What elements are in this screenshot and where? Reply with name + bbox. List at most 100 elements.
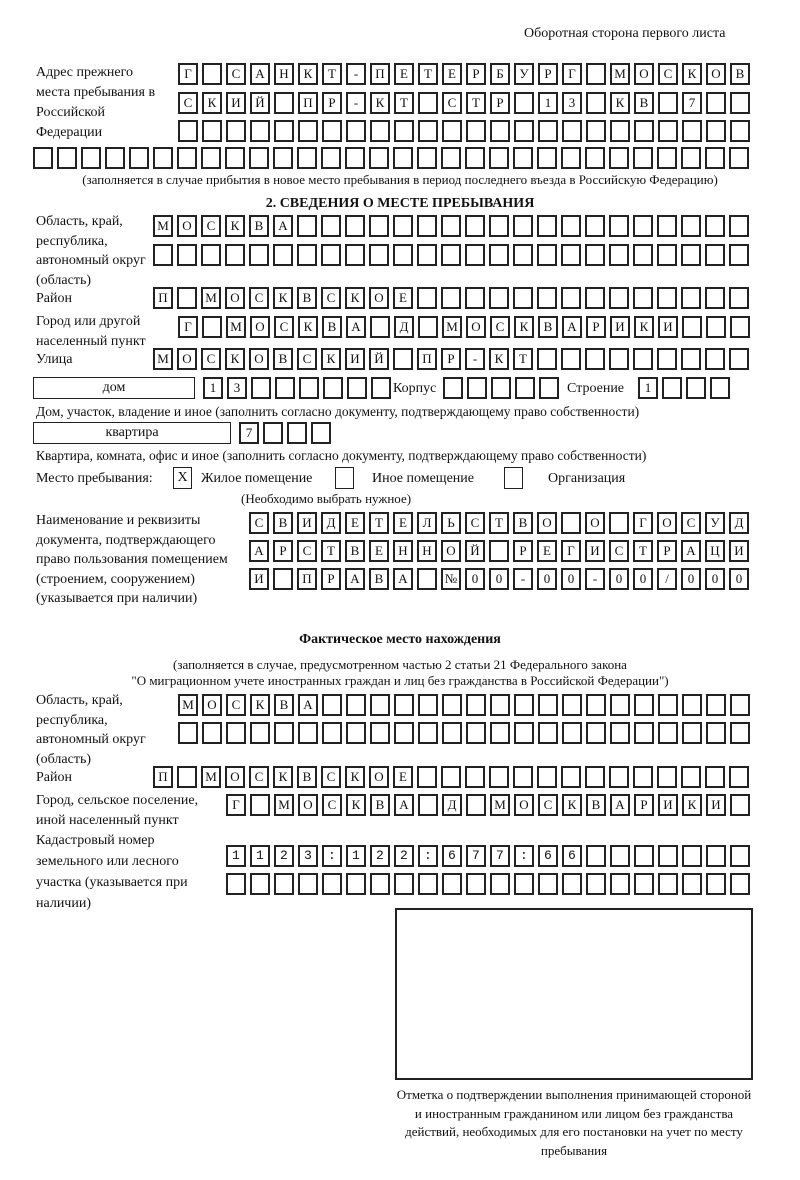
char-box[interactable] [586,92,606,114]
char-box[interactable]: - [585,568,605,590]
char-box[interactable] [537,215,557,237]
char-box[interactable]: И [249,568,269,590]
char-box[interactable] [202,120,222,142]
char-box[interactable]: А [273,215,293,237]
char-box[interactable] [681,147,701,169]
char-box[interactable]: А [298,694,318,716]
char-box[interactable] [730,722,750,744]
char-box[interactable]: А [249,540,269,562]
flat-number-row[interactable]: 7 [239,422,335,444]
char-box[interactable] [370,722,390,744]
char-box[interactable]: Т [489,512,509,534]
char-box[interactable] [273,568,293,590]
char-box[interactable]: М [442,316,462,338]
char-box[interactable] [369,147,389,169]
char-box[interactable]: Р [321,568,341,590]
char-box[interactable] [466,794,486,816]
char-box[interactable] [562,845,582,867]
char-box[interactable]: М [226,316,246,338]
char-box[interactable] [490,873,510,895]
char-box[interactable] [467,377,487,399]
char-box[interactable] [730,873,750,895]
char-box[interactable]: Т [513,348,533,370]
char-box[interactable] [657,215,677,237]
char-box[interactable] [586,722,606,744]
char-box[interactable]: Е [369,540,389,562]
char-box[interactable] [489,244,509,266]
char-box[interactable] [633,348,653,370]
char-box[interactable]: 0 [489,568,509,590]
char-box[interactable]: Н [393,540,413,562]
char-box[interactable]: И [706,794,726,816]
char-box[interactable]: Т [633,540,653,562]
char-box[interactable] [514,694,534,716]
char-box[interactable] [274,722,294,744]
char-box[interactable] [609,244,629,266]
char-box[interactable] [561,348,581,370]
char-box[interactable] [586,120,606,142]
char-box[interactable]: Й [465,540,485,562]
char-box[interactable] [537,287,557,309]
char-box[interactable] [610,845,630,867]
char-box[interactable] [298,722,318,744]
char-box[interactable] [393,244,413,266]
char-box[interactable] [347,377,367,399]
char-box[interactable]: П [298,92,318,114]
char-box[interactable] [465,244,485,266]
char-box[interactable]: М [178,694,198,716]
char-box[interactable] [250,845,270,867]
char-box[interactable] [321,215,341,237]
previous-address-row-4[interactable] [33,147,753,169]
char-box[interactable] [490,845,510,867]
char-box[interactable] [537,147,557,169]
char-box[interactable] [729,244,749,266]
char-box[interactable]: Р [322,92,342,114]
char-box[interactable] [513,215,533,237]
char-box[interactable]: И [226,92,246,114]
char-box[interactable]: П [153,766,173,788]
char-box[interactable]: К [345,766,365,788]
char-box[interactable] [537,348,557,370]
char-box[interactable]: П [417,348,437,370]
char-box[interactable]: К [273,766,293,788]
char-box[interactable]: С [297,540,317,562]
char-box[interactable]: 1 [203,377,223,399]
char-box[interactable]: Й [369,348,389,370]
char-box[interactable] [274,873,294,895]
char-box[interactable] [561,766,581,788]
char-box[interactable]: - [513,568,533,590]
char-box[interactable] [394,120,414,142]
char-box[interactable] [705,147,725,169]
char-box[interactable]: О [177,215,197,237]
char-box[interactable] [586,873,606,895]
house-type-field[interactable]: дом [33,377,195,399]
char-box[interactable]: А [345,568,365,590]
char-box[interactable] [370,845,390,867]
char-box[interactable]: Ц [705,540,725,562]
char-box[interactable] [489,147,509,169]
char-box[interactable]: К [346,794,366,816]
char-box[interactable] [369,215,389,237]
char-box[interactable]: К [682,63,702,85]
char-box[interactable] [513,244,533,266]
char-box[interactable]: И [297,512,317,534]
char-box[interactable]: 1 [638,377,658,399]
char-box[interactable] [609,348,629,370]
char-box[interactable] [250,794,270,816]
char-box[interactable]: О [225,287,245,309]
char-box[interactable]: М [201,287,221,309]
char-box[interactable]: П [370,63,390,85]
char-box[interactable] [418,694,438,716]
char-box[interactable]: О [298,794,318,816]
char-box[interactable]: С [201,215,221,237]
char-box[interactable] [657,244,677,266]
char-box[interactable]: В [538,316,558,338]
char-box[interactable] [514,845,534,867]
char-box[interactable]: С [322,794,342,816]
char-box[interactable]: Т [466,92,486,114]
